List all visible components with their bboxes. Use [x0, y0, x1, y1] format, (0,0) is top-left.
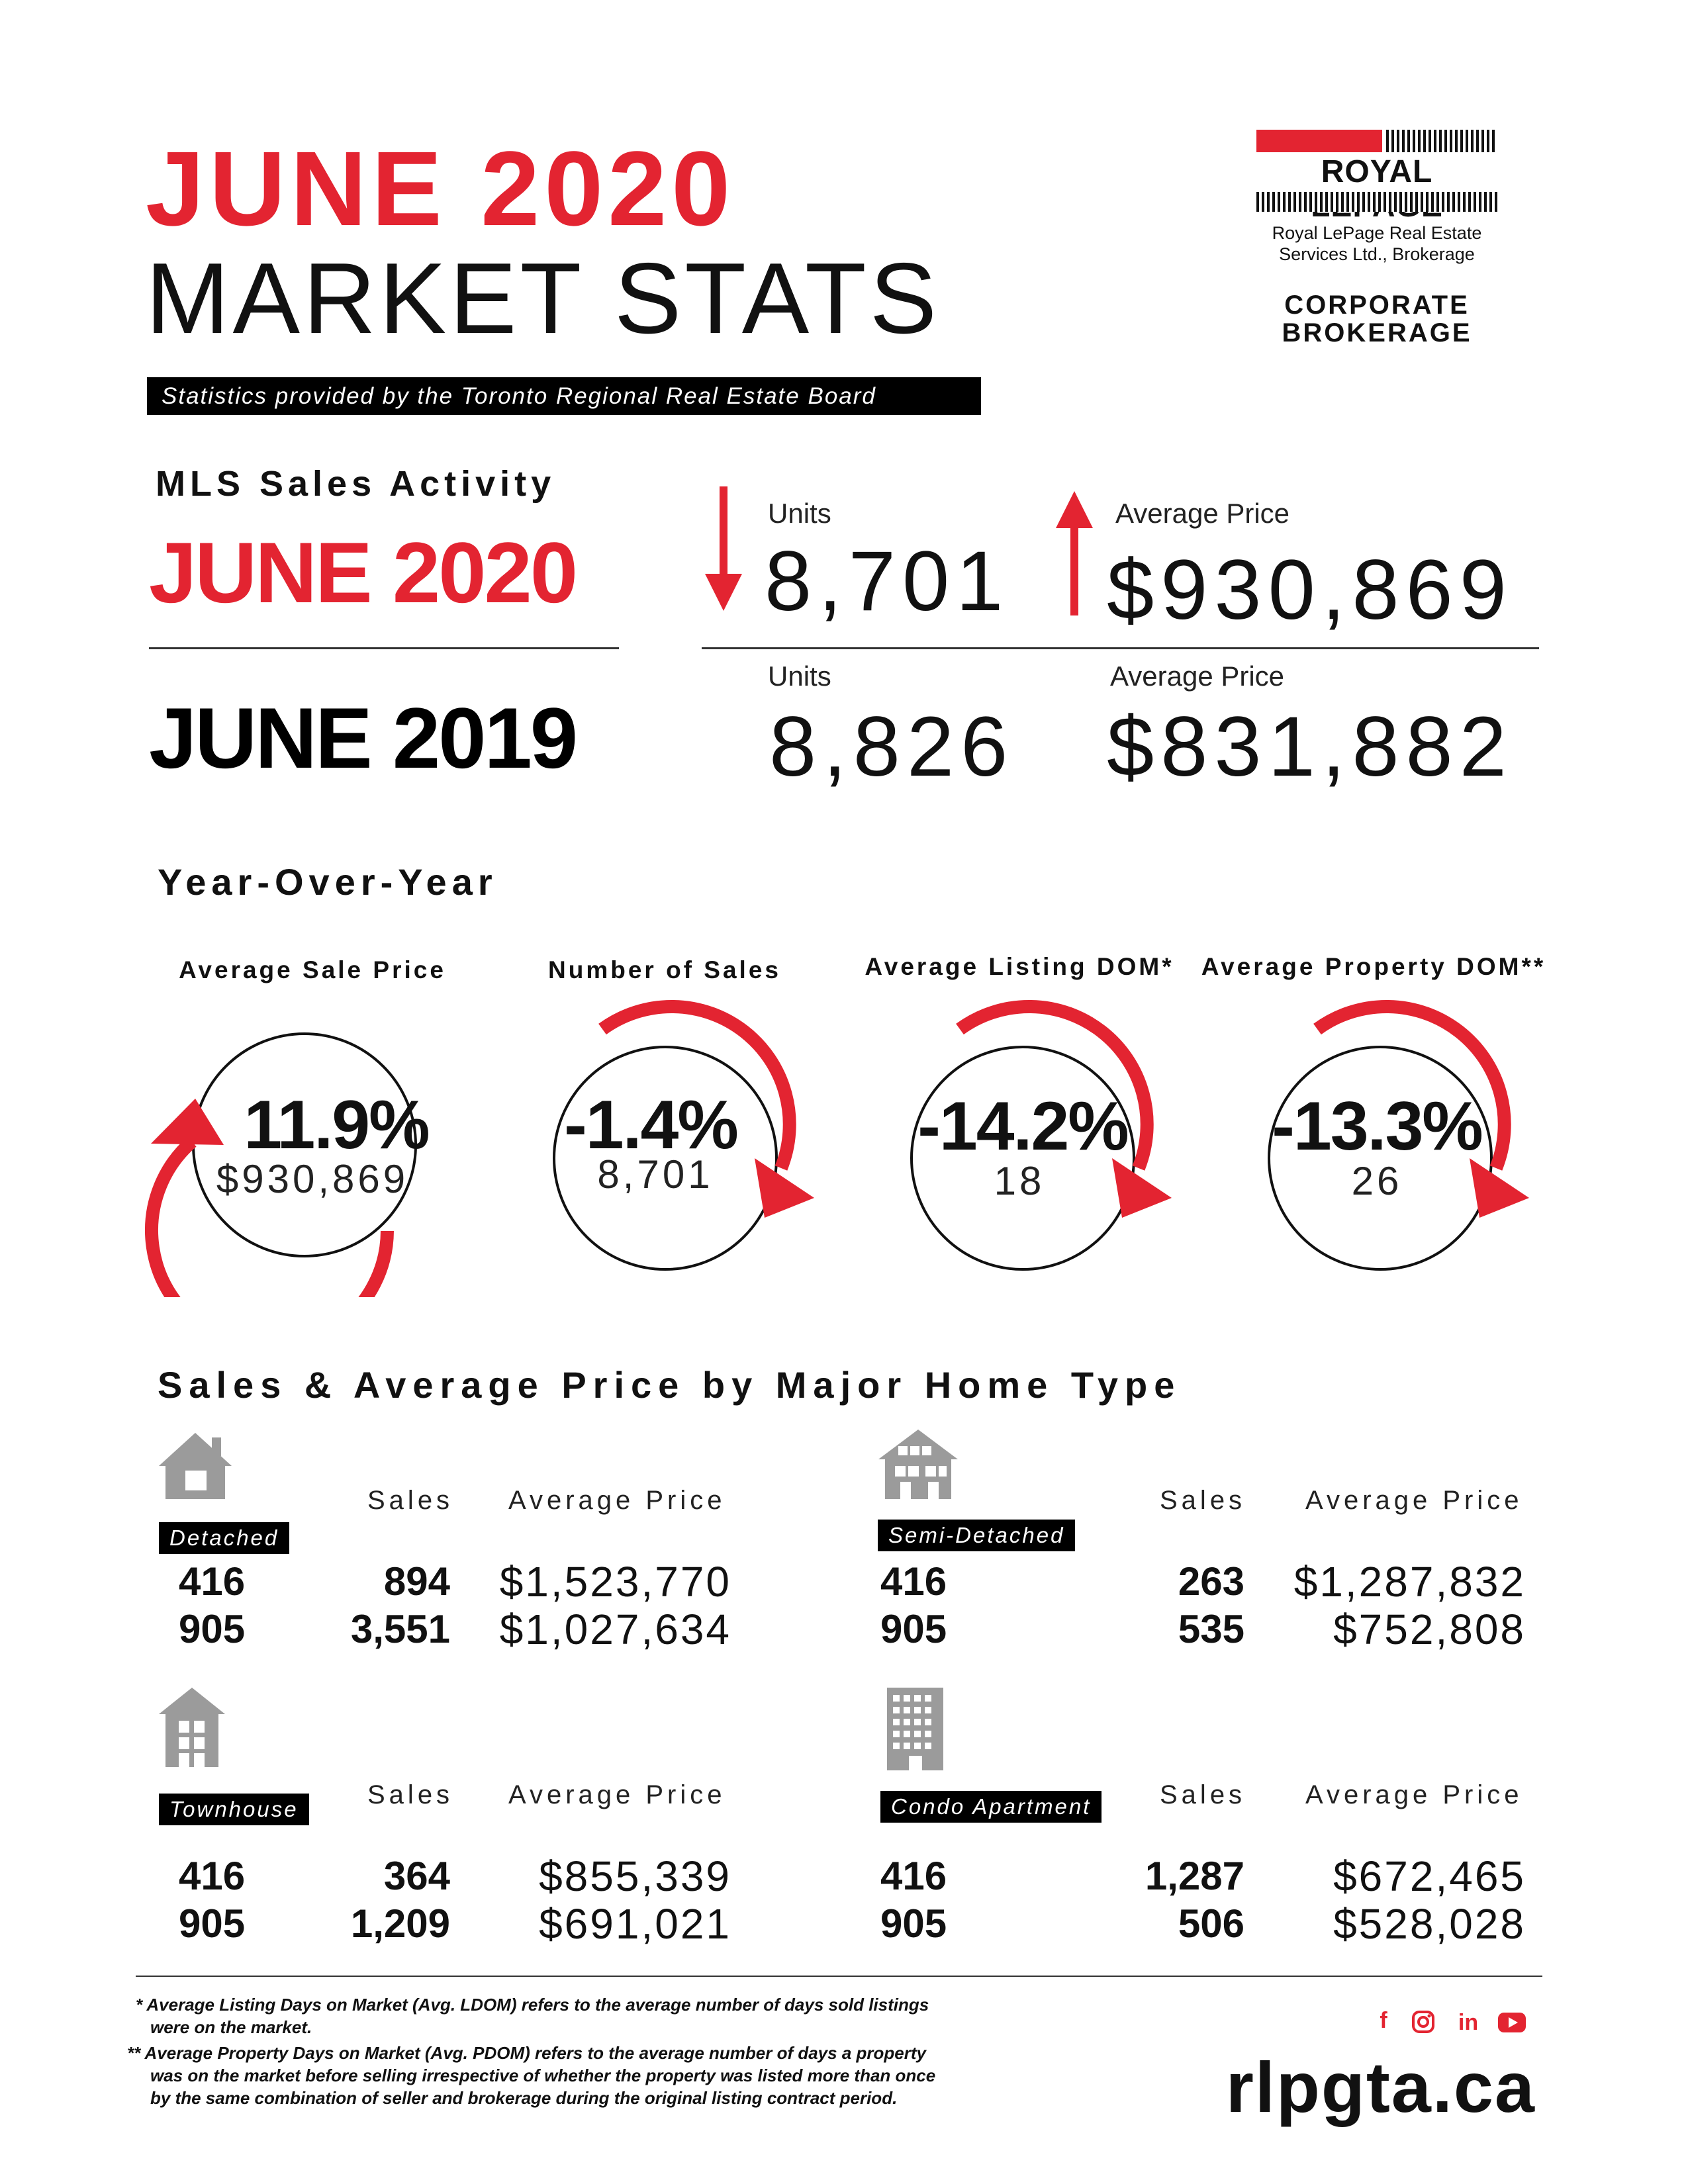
- sales-value: 263: [1178, 1559, 1244, 1604]
- units-value-2019: 8,826: [769, 700, 1015, 794]
- logo-stripes: [1386, 130, 1497, 152]
- units-label-2020: Units: [768, 498, 831, 529]
- units-value-2020: 8,701: [765, 534, 1010, 629]
- sales-value: 535: [1178, 1607, 1244, 1651]
- decrease-arc-icon: [553, 999, 814, 1271]
- price-col-header: Average Price: [508, 1780, 726, 1809]
- yoy-value-avg-property-dom: 26: [1351, 1159, 1403, 1203]
- current-period-label: JUNE 2020: [149, 524, 578, 621]
- page-title-month: JUNE 2020: [146, 129, 735, 248]
- price-value: $1,523,770: [499, 1558, 731, 1606]
- area-416: 416: [179, 1559, 246, 1604]
- yoy-percent-number-of-sales: -1.4%: [564, 1087, 739, 1163]
- tagline-line2: BROKERAGE: [1282, 318, 1472, 347]
- price-col-header: Average Price: [508, 1486, 726, 1515]
- yoy-percent-avg-property-dom: -13.3%: [1272, 1088, 1483, 1165]
- sales-value: 506: [1178, 1901, 1244, 1946]
- website-url[interactable]: rlpgta.ca: [1225, 2047, 1536, 2127]
- facebook-icon[interactable]: f: [1380, 2008, 1387, 2033]
- sales-col-header: Sales: [1160, 1780, 1246, 1809]
- footnote-ldom-line2: were on the market.: [150, 2017, 312, 2037]
- footnote-pdom-line2: was on the market before selling irrespe…: [150, 2066, 936, 2085]
- price-label-2019: Average Price: [1110, 660, 1285, 692]
- instagram-icon[interactable]: [1411, 2010, 1435, 2034]
- sales-value: 3,551: [350, 1607, 450, 1651]
- type-tag-detached: Detached: [159, 1522, 290, 1554]
- price-col-header: Average Price: [1305, 1780, 1523, 1809]
- area-905: 905: [179, 1607, 246, 1651]
- logo-red-bar: [1256, 130, 1382, 152]
- mls-heading: MLS Sales Activity: [156, 464, 556, 504]
- house-icon: [159, 1433, 232, 1499]
- sales-value: 894: [383, 1559, 450, 1604]
- logo-subtitle-line2: Services Ltd., Brokerage: [1279, 244, 1475, 264]
- price-label-2020: Average Price: [1115, 498, 1290, 529]
- sales-value: 1,287: [1145, 1854, 1244, 1898]
- area-905: 905: [179, 1901, 246, 1946]
- semi-detached-icon: [878, 1430, 958, 1499]
- yoy-value-avg-sale-price: $930,869: [216, 1157, 409, 1201]
- increase-arc-icon: [145, 1032, 417, 1297]
- footnote-ldom-line1: * Average Listing Days on Market (Avg. L…: [136, 1995, 929, 2015]
- price-value: $691,021: [539, 1900, 731, 1948]
- price-value-2020: $930,869: [1107, 543, 1513, 637]
- divider-left: [149, 647, 619, 649]
- corporate-brokerage-label: CORPORATE BROKERAGE: [1254, 291, 1499, 347]
- price-value: $752,808: [1333, 1606, 1526, 1653]
- yoy-heading: Year-Over-Year: [158, 861, 498, 903]
- price-value: $672,465: [1333, 1852, 1526, 1900]
- yoy-value-avg-listing-dom: 18: [994, 1159, 1045, 1203]
- price-value: $855,339: [539, 1852, 731, 1900]
- logo-stripes-bottom: [1256, 192, 1497, 212]
- price-value: $1,287,832: [1293, 1558, 1526, 1606]
- units-label-2019: Units: [768, 660, 831, 692]
- footer-divider: [136, 1976, 1542, 1977]
- price-value: $1,027,634: [499, 1606, 731, 1653]
- logo-wordmark: ROYAL LEPAGE: [1311, 154, 1442, 224]
- area-416: 416: [880, 1854, 947, 1898]
- decrease-arc-icon: [910, 999, 1172, 1271]
- divider-right: [702, 647, 1539, 649]
- area-905: 905: [880, 1607, 947, 1651]
- footnote-ldom: * Average Listing Days on Market (Avg. L…: [136, 1993, 929, 2038]
- decrease-arc-icon: [1268, 999, 1529, 1271]
- footnote-pdom-line1: ** Average Property Days on Market (Avg.…: [127, 2043, 926, 2063]
- yoy-percent-avg-listing-dom: -14.2%: [917, 1088, 1129, 1165]
- logo-subtitle-line1: Royal LePage Real Estate: [1272, 223, 1482, 243]
- yoy-label-avg-sale-price: Average Sale Price: [179, 956, 446, 983]
- area-905: 905: [880, 1901, 947, 1946]
- page-title: MARKET STATS: [146, 242, 941, 355]
- price-col-header: Average Price: [1305, 1486, 1523, 1515]
- sales-value: 1,209: [350, 1901, 450, 1946]
- down-arrow-icon: [705, 486, 742, 611]
- price-value: $528,028: [1333, 1900, 1526, 1948]
- yoy-value-number-of-sales: 8,701: [597, 1152, 714, 1197]
- home-type-heading: Sales & Average Price by Major Home Type: [158, 1364, 1182, 1406]
- area-416: 416: [179, 1854, 246, 1898]
- sales-col-header: Sales: [1160, 1486, 1246, 1515]
- yoy-label-avg-property-dom: Average Property DOM**: [1201, 953, 1546, 980]
- sales-col-header: Sales: [367, 1780, 454, 1809]
- yoy-percent-avg-sale-price: 11.9%: [244, 1087, 430, 1163]
- yoy-label-avg-listing-dom: Average Listing DOM*: [865, 953, 1174, 980]
- area-416: 416: [880, 1559, 947, 1604]
- previous-period-label: JUNE 2019: [149, 690, 578, 786]
- condo-building-icon: [887, 1688, 943, 1770]
- yoy-label-number-of-sales: Number of Sales: [548, 956, 781, 983]
- sales-value: 364: [383, 1854, 450, 1898]
- type-tag-semi-detached: Semi-Detached: [878, 1520, 1076, 1551]
- type-tag-townhouse: Townhouse: [159, 1794, 309, 1825]
- townhouse-icon: [159, 1688, 225, 1767]
- up-arrow-icon: [1056, 491, 1093, 615]
- sales-col-header: Sales: [367, 1486, 454, 1515]
- logo-subtitle: Royal LePage Real Estate Services Ltd., …: [1254, 222, 1499, 265]
- footnote-pdom-line3: by the same combination of seller and br…: [150, 2088, 898, 2108]
- tagline-line1: CORPORATE: [1284, 291, 1470, 320]
- price-value-2019: $831,882: [1107, 700, 1513, 794]
- linkedin-icon[interactable]: in: [1458, 2010, 1479, 2035]
- source-banner: Statistics provided by the Toronto Regio…: [147, 377, 981, 415]
- type-tag-condo-apartment: Condo Apartment: [880, 1791, 1102, 1823]
- footnote-pdom: ** Average Property Days on Market (Avg.…: [127, 2042, 935, 2109]
- youtube-icon[interactable]: [1497, 2012, 1526, 2033]
